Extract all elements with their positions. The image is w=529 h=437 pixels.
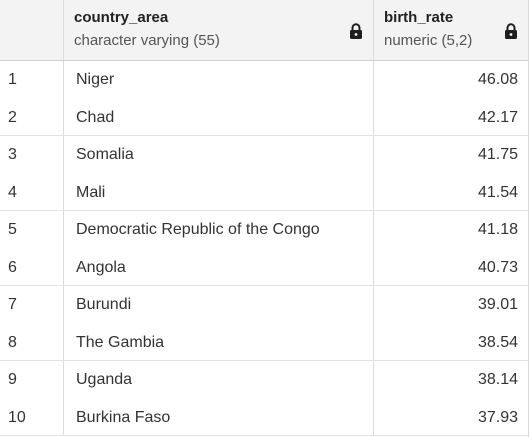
table-row[interactable]: 8 The Gambia 38.54 — [0, 323, 528, 361]
lock-icon — [350, 23, 362, 39]
column-header-country-area[interactable]: country_area character varying (55) — [64, 0, 374, 60]
row-number: 7 — [0, 286, 64, 324]
table-row[interactable]: 10 Burkina Faso 37.93 — [0, 398, 528, 436]
table-row[interactable]: 9 Uganda 38.14 — [0, 361, 528, 399]
country-area-cell[interactable]: Niger — [64, 61, 374, 99]
grid-header: country_area character varying (55) birt… — [0, 0, 528, 61]
row-number: 8 — [0, 323, 64, 360]
table-row[interactable]: 2 Chad 42.17 — [0, 98, 528, 136]
birth-rate-cell[interactable]: 41.75 — [477, 146, 518, 163]
row-number: 6 — [0, 248, 64, 285]
column-name: birth_rate — [384, 9, 454, 26]
country-area-cell[interactable]: Chad — [64, 98, 374, 135]
lock-icon — [505, 23, 517, 39]
birth-rate-cell[interactable]: 38.14 — [477, 371, 518, 388]
table-row[interactable]: 5 Democratic Republic of the Congo 41.18 — [0, 211, 528, 249]
country-area-cell[interactable]: Somalia — [64, 136, 374, 174]
row-number: 5 — [0, 211, 64, 249]
country-area-cell[interactable]: Burundi — [64, 286, 374, 324]
table-row[interactable]: 4 Mali 41.54 — [0, 173, 528, 211]
birth-rate-cell[interactable]: 40.73 — [477, 258, 518, 276]
row-number: 1 — [0, 61, 64, 99]
country-area-cell[interactable]: Democratic Republic of the Congo — [64, 211, 374, 249]
row-number: 9 — [0, 361, 64, 399]
row-number: 3 — [0, 136, 64, 174]
column-name: country_area — [74, 9, 169, 26]
table-row[interactable]: 3 Somalia 41.75 — [0, 136, 528, 174]
column-type: numeric (5,2) — [384, 32, 473, 49]
country-area-cell[interactable]: Angola — [64, 248, 374, 285]
table-row[interactable]: 7 Burundi 39.01 — [0, 286, 528, 324]
country-area-cell[interactable]: Burkina Faso — [64, 398, 374, 435]
column-header-birth-rate[interactable]: birth_rate numeric (5,2) — [374, 0, 528, 60]
table-row[interactable]: 1 Niger 46.08 — [0, 61, 528, 99]
column-type: character varying (55) — [74, 32, 220, 49]
birth-rate-cell[interactable]: 42.17 — [477, 108, 518, 126]
birth-rate-cell[interactable]: 39.01 — [477, 296, 518, 313]
country-area-cell[interactable]: The Gambia — [64, 323, 374, 360]
country-area-cell[interactable]: Mali — [64, 173, 374, 210]
birth-rate-cell[interactable]: 46.08 — [477, 71, 518, 88]
row-number: 10 — [0, 398, 64, 435]
birth-rate-cell[interactable]: 37.93 — [477, 408, 518, 426]
birth-rate-cell[interactable]: 41.54 — [477, 183, 518, 201]
row-number: 4 — [0, 173, 64, 210]
birth-rate-cell[interactable]: 38.54 — [477, 333, 518, 351]
row-number: 2 — [0, 98, 64, 135]
table-row[interactable]: 6 Angola 40.73 — [0, 248, 528, 286]
country-area-cell[interactable]: Uganda — [64, 361, 374, 399]
row-number-header — [0, 0, 64, 60]
birth-rate-cell[interactable]: 41.18 — [477, 221, 518, 238]
